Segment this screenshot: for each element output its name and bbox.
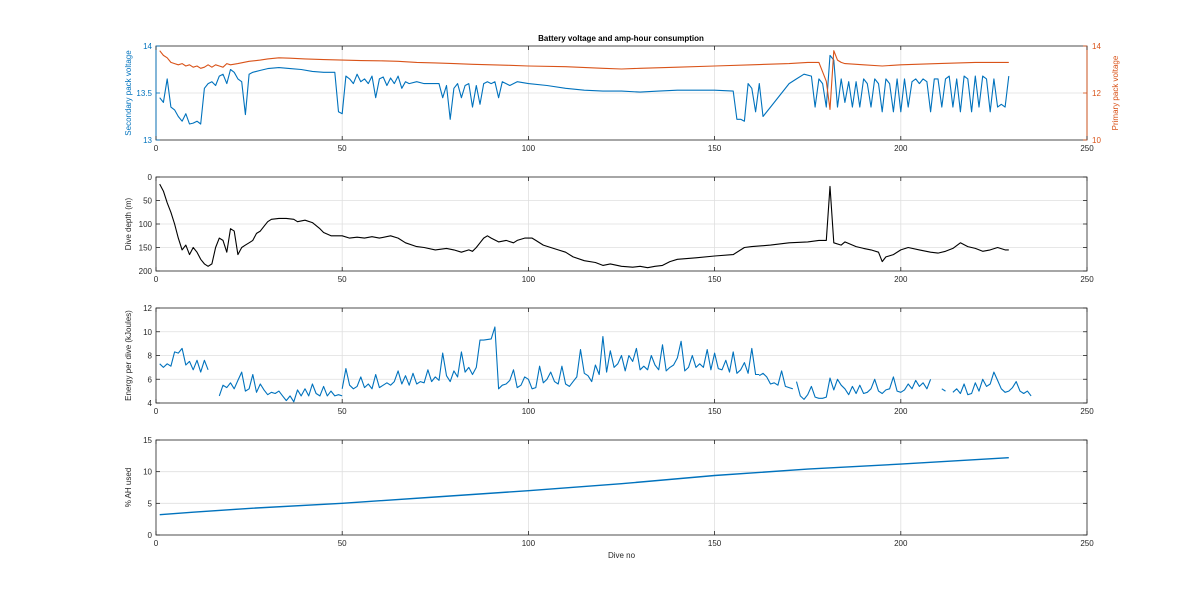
series-line-5 [941,388,946,392]
series-line-0 [159,457,1009,516]
y-axis-label: Dive depth (m) [124,197,133,250]
series-line-0 [159,183,1009,269]
x-tick-label: 150 [708,407,722,416]
series-line-2 [341,326,760,390]
y-tick-label: 0 [148,531,153,540]
y-tick-label: 100 [139,220,153,229]
series-line-3 [759,370,793,390]
y-right-tick-label: 14 [1092,42,1101,51]
x-axis-label: Dive no [608,551,636,560]
x-tick-label: 50 [338,407,347,416]
x-tick-label: 150 [708,144,722,153]
y-tick-label: 6 [148,375,153,384]
axes-box [155,439,1088,536]
y-tick-label: 14 [143,42,152,51]
x-tick-label: 50 [338,275,347,284]
series-line-0 [159,54,1010,125]
series-line-4 [795,376,932,400]
y-tick-label: 4 [148,399,153,408]
series-line-6 [952,371,1032,397]
x-tick-label: 0 [154,407,159,416]
x-tick-label: 200 [894,275,908,284]
y-axis-label: Energy per dive (kJoules) [124,310,133,401]
x-tick-label: 50 [338,144,347,153]
y-axis-label: % AH used [124,468,133,508]
energy-panel: 0 50 100 150 200 250 4 6 8 10 12 Energy per dive (k… [124,304,1094,416]
y-tick-label: 12 [143,304,152,313]
y-tick-label: 10 [143,328,152,337]
x-tick-label: 250 [1080,539,1094,548]
depth-panel: 0 50 100 150 200 250 0 50 100 150 200 Dive depth (m… [124,173,1094,284]
x-tick-label: 250 [1080,144,1094,153]
x-tick-label: 200 [894,407,908,416]
x-tick-label: 0 [154,275,159,284]
y-right-axis-label: Primary pack voltage [1111,55,1120,130]
y-tick-label: 10 [143,468,152,477]
y-right-tick-label: 12 [1092,89,1101,98]
y-tick-label: 8 [148,352,153,361]
y-right-tick-label: 10 [1092,136,1101,145]
y-tick-label: 200 [139,267,153,276]
series-line-1 [159,50,1009,110]
x-tick-label: 50 [338,539,347,548]
y-tick-label: 5 [148,499,153,508]
x-tick-label: 100 [522,144,536,153]
x-tick-label: 200 [894,539,908,548]
y-tick-label: 150 [139,244,153,253]
x-tick-label: 0 [154,144,159,153]
x-tick-label: 0 [154,539,159,548]
y-tick-label: 50 [143,197,152,206]
y-axis-label: Secondary pack voltage [124,50,133,136]
y-tick-label: 15 [143,436,152,445]
x-tick-label: 200 [894,144,908,153]
x-tick-label: 150 [708,275,722,284]
x-tick-label: 100 [522,539,536,548]
amp-hour-panel: 0 50 100 150 200 250 0 5 10 15 % AH used Dive no [124,436,1094,560]
x-tick-label: 250 [1080,407,1094,416]
series-line-1 [218,371,343,403]
chart-title: Battery voltage and amp-hour consumption [538,34,704,43]
x-tick-label: 100 [522,275,536,284]
y-tick-label: 13.5 [136,89,152,98]
y-tick-label: 13 [143,136,152,145]
plot-area [156,440,1087,535]
x-tick-label: 100 [522,407,536,416]
x-tick-label: 250 [1080,275,1094,284]
series-line-0 [159,347,209,373]
x-tick-label: 150 [708,539,722,548]
y-tick-label: 0 [148,173,153,182]
voltage-panel: 0 50 100 150 200 250 13 13.5 14 10 12 14 Primary pac… [124,42,1120,153]
